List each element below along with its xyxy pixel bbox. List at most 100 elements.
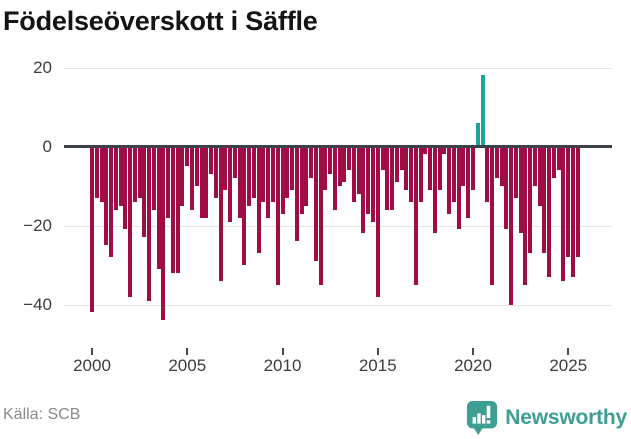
bar [204, 147, 209, 218]
x-axis-label: 2010 [263, 356, 302, 375]
bar [194, 147, 199, 186]
bar [132, 147, 137, 202]
bar [361, 147, 366, 234]
bar [299, 147, 304, 214]
bar [418, 147, 423, 202]
bar [137, 147, 142, 198]
bar [242, 147, 247, 265]
bar [566, 147, 571, 258]
bar [356, 147, 361, 194]
bar [332, 147, 337, 210]
bar [128, 147, 133, 297]
bar [256, 147, 261, 254]
bar [109, 147, 114, 258]
bar [280, 147, 285, 214]
bar [447, 147, 452, 214]
bar [485, 147, 490, 202]
bar [366, 147, 371, 214]
bar [123, 147, 128, 230]
bar [223, 147, 228, 190]
bar [575, 147, 580, 258]
bar [351, 147, 356, 202]
bar [413, 147, 418, 285]
bar [323, 147, 328, 190]
source-label: Källa: SCB [3, 406, 81, 423]
bar [185, 147, 190, 167]
bar [432, 147, 437, 234]
bar [375, 147, 380, 297]
bar [142, 147, 147, 238]
bar [180, 147, 185, 206]
bar [504, 147, 509, 230]
bar [423, 147, 428, 155]
bar [542, 147, 547, 254]
bar [537, 147, 542, 206]
bar [561, 147, 566, 281]
bar [290, 147, 295, 190]
bar [547, 147, 552, 277]
bar [471, 147, 475, 190]
bar [404, 147, 409, 190]
bar [380, 147, 385, 171]
bar [394, 147, 399, 183]
bar [90, 147, 94, 313]
x-axis-tick [91, 348, 93, 355]
bar [428, 147, 433, 190]
newsworthy-logo: Newsworthy [466, 400, 627, 436]
bar [518, 147, 523, 234]
bar [213, 147, 218, 198]
bar [190, 147, 194, 210]
x-axis-tick [376, 348, 379, 355]
x-axis-label: 2000 [73, 356, 111, 375]
gridline [64, 304, 612, 306]
bar [237, 147, 242, 218]
bar [399, 147, 404, 171]
bar [151, 147, 156, 210]
bar [442, 147, 447, 155]
bar [199, 147, 204, 218]
bar [270, 147, 275, 202]
bar [390, 147, 395, 210]
bar [175, 147, 180, 273]
bar [509, 147, 514, 305]
bar [456, 147, 461, 230]
bar [304, 147, 309, 206]
bar [490, 147, 495, 285]
bar [437, 147, 442, 190]
chart-title: Födelseöverskott i Säffle [3, 6, 318, 36]
bar [513, 147, 518, 198]
x-axis-tick [567, 348, 570, 355]
y-axis-label: −40 [23, 295, 52, 314]
bar [294, 147, 299, 242]
x-axis-tick [186, 348, 189, 355]
bar [451, 147, 456, 202]
bar [551, 147, 556, 179]
newsworthy-wordmark: Newsworthy [505, 406, 627, 429]
bar [571, 147, 575, 277]
bar [337, 147, 342, 186]
bar [247, 147, 252, 206]
bar [94, 147, 99, 198]
bar [99, 147, 104, 202]
bar [318, 147, 323, 285]
bar [209, 147, 214, 175]
y-axis-label: 20 [33, 58, 52, 77]
x-axis-tick [281, 348, 284, 355]
bar [532, 147, 537, 186]
zero-axis-line [64, 145, 612, 148]
bar [309, 147, 314, 179]
bar [313, 147, 318, 262]
bar [251, 147, 256, 198]
x-axis-label: 2025 [549, 356, 588, 375]
bar [475, 122, 480, 146]
bar [494, 147, 499, 179]
bar [385, 147, 390, 210]
bar [370, 147, 375, 222]
bar [342, 147, 347, 183]
y-axis-label: −20 [23, 216, 52, 235]
bar [118, 147, 123, 206]
bar [523, 147, 528, 285]
bar [113, 147, 118, 210]
newsworthy-badge-icon [466, 400, 498, 436]
bar [166, 147, 171, 218]
